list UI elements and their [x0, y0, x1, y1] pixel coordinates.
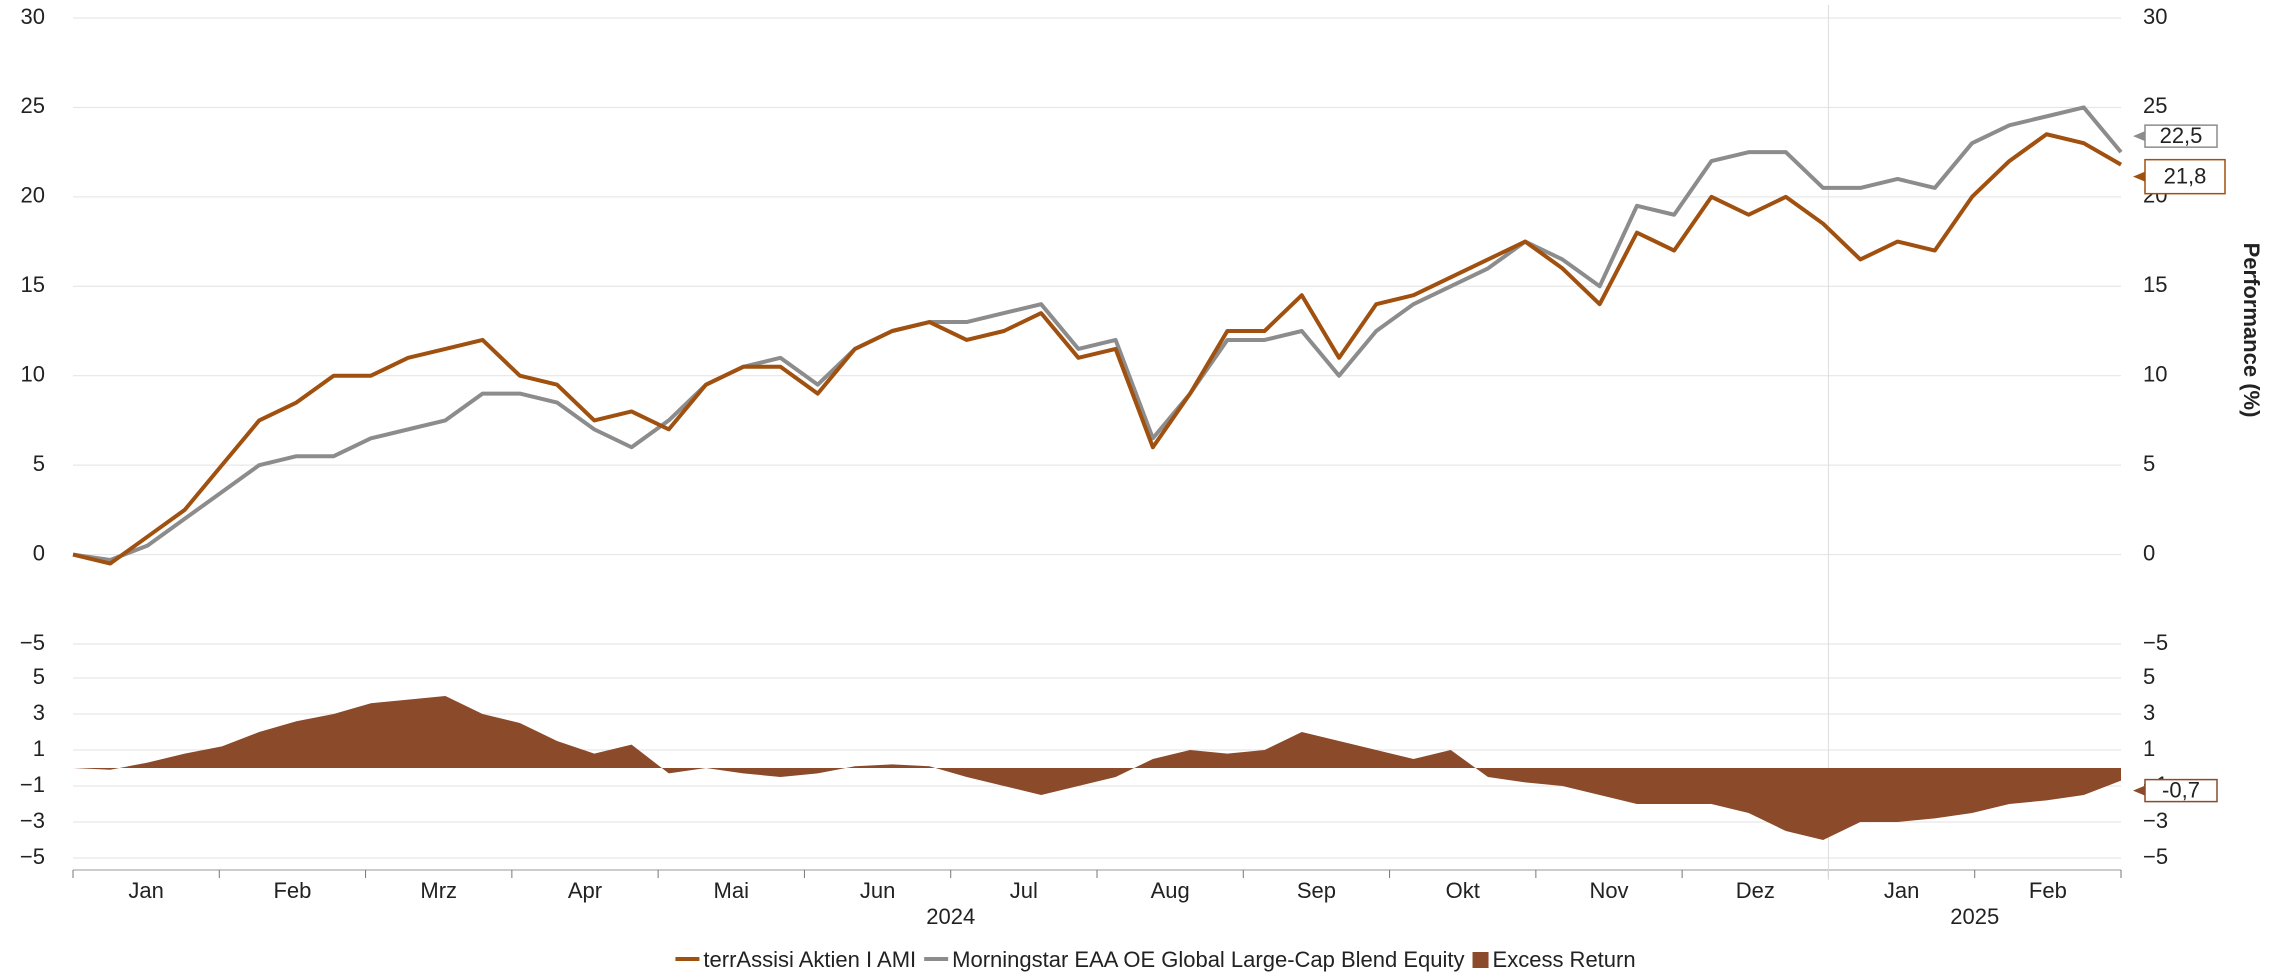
y2-tick-label: 10 [2143, 362, 2167, 387]
end-label-box [2144, 158, 2226, 195]
y-axis-title: Performance (%) [2239, 243, 2264, 418]
x-tick-label: Sep [1297, 878, 1336, 903]
y2-tick-label: 25 [2143, 93, 2167, 118]
x-tick-label: Mrz [420, 878, 457, 903]
legend-swatch [924, 957, 949, 961]
y-tick-label: −5 [20, 630, 45, 655]
y-tick-label: −3 [20, 808, 45, 833]
end-label: 22,5 [2160, 123, 2203, 148]
legend: terrAssisi Aktien I AMI Morningstar EAA O… [675, 947, 1636, 972]
end-label-pointer [2133, 785, 2145, 796]
y2-tick-label: −5 [2143, 630, 2168, 655]
x-tick-label: Mai [714, 878, 749, 903]
end-label: 21,8 [2164, 163, 2207, 188]
y2-tick-label: 5 [2143, 664, 2155, 689]
x-tick-label: Okt [1446, 878, 1480, 903]
series-line [72, 105, 2123, 562]
excess-area [73, 696, 2121, 840]
x-tick-label: Jan [128, 878, 163, 903]
y-tick-label: 25 [21, 93, 45, 118]
x-tick-label: Nov [1589, 878, 1628, 903]
x-tick-label: Dez [1736, 878, 1775, 903]
y-tick-label: 0 [33, 540, 45, 565]
x-tick-label: Jan [1884, 878, 1919, 903]
y-tick-label: 1 [33, 736, 45, 761]
legend-label: terrAssisi Aktien I AMI [703, 947, 916, 972]
y2-tick-label: 30 [2143, 4, 2167, 29]
y2-tick-label: 3 [2143, 700, 2155, 725]
year-label: 2025 [1950, 904, 1999, 929]
x-tick-label: Jul [1010, 878, 1038, 903]
y2-tick-label: 5 [2143, 451, 2155, 476]
legend-swatch [1472, 952, 1489, 968]
x-tick-label: Feb [2029, 878, 2067, 903]
legend-label: Morningstar EAA OE Global Large-Cap Blen… [952, 947, 1464, 972]
legend-swatch [675, 957, 700, 961]
x-tick-label: Aug [1151, 878, 1190, 903]
end-label: -0,7 [2162, 777, 2200, 802]
y-tick-label: 5 [33, 451, 45, 476]
y2-tick-label: 15 [2143, 272, 2167, 297]
x-tick-label: Feb [273, 878, 311, 903]
y2-tick-label: −3 [2143, 808, 2168, 833]
y-tick-label: −5 [20, 844, 45, 869]
y2-tick-label: 1 [2143, 736, 2155, 761]
y-tick-label: 10 [21, 362, 45, 387]
legend-label: Excess Return [1493, 947, 1636, 972]
y2-tick-label: 0 [2143, 540, 2155, 565]
y-tick-label: 20 [21, 183, 45, 208]
y-tick-label: 3 [33, 700, 45, 725]
y-tick-label: 15 [21, 272, 45, 297]
x-tick-label: Jun [860, 878, 895, 903]
y-tick-label: 5 [33, 664, 45, 689]
year-label: 2024 [926, 904, 975, 929]
x-tick-label: Apr [568, 878, 602, 903]
end-label-pointer [2133, 131, 2145, 142]
y2-tick-label: −5 [2143, 844, 2168, 869]
end-label-pointer [2133, 171, 2145, 182]
y-tick-label: −1 [20, 772, 45, 797]
series-line [72, 132, 2122, 566]
y-tick-label: 30 [21, 4, 45, 29]
